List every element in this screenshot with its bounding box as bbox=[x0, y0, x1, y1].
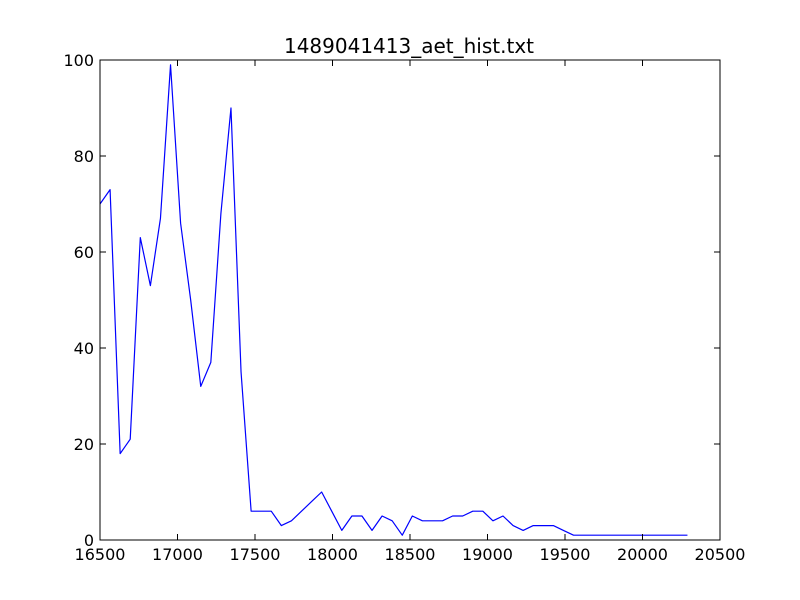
x-tick-label: 18500 bbox=[385, 545, 436, 564]
chart-title: 1489041413_aet_hist.txt bbox=[284, 34, 534, 58]
y-tick-label: 80 bbox=[74, 147, 94, 166]
series-line-0 bbox=[99, 64, 688, 536]
y-tick-label: 40 bbox=[74, 339, 94, 358]
x-tick-label: 19500 bbox=[540, 545, 591, 564]
y-tick-label: 20 bbox=[74, 435, 94, 454]
y-tick-label: 0 bbox=[84, 531, 94, 550]
y-tick-label: 60 bbox=[74, 243, 94, 262]
plot-frame bbox=[99, 59, 721, 541]
x-tick-label: 19000 bbox=[462, 545, 513, 564]
x-tick-label: 17500 bbox=[230, 545, 281, 564]
x-tick-label: 17000 bbox=[152, 545, 203, 564]
x-tick-label: 16500 bbox=[75, 545, 126, 564]
x-tick-label: 20000 bbox=[617, 545, 668, 564]
x-tick-label: 18000 bbox=[307, 545, 358, 564]
y-tick-label: 100 bbox=[63, 51, 94, 70]
x-tick-label: 20500 bbox=[695, 545, 746, 564]
